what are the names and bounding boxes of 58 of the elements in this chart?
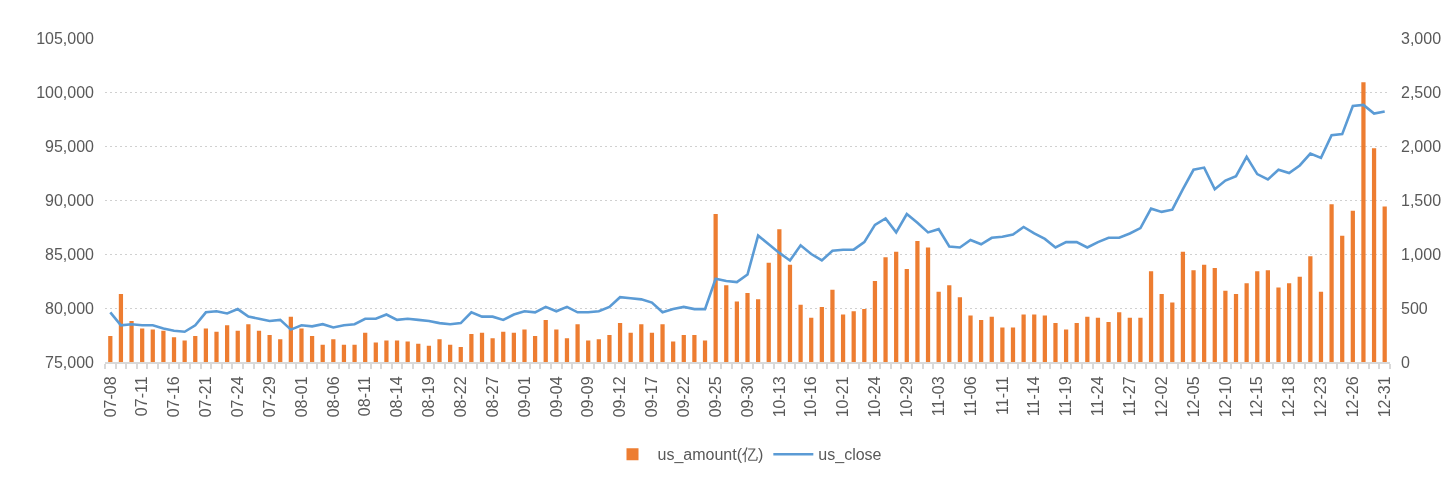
- x-tick-label: 10-24: [866, 376, 884, 418]
- x-tick-label: 11-24: [1089, 376, 1107, 417]
- x-tick-label: 12-15: [1248, 376, 1266, 418]
- x-tick-label: 11-11: [993, 376, 1011, 415]
- y2-tick-label: 2,500: [1401, 83, 1442, 101]
- y-tick-label: 75,000: [45, 353, 95, 371]
- x-tick-label: 12-26: [1344, 376, 1362, 418]
- legend-label: us_close: [818, 446, 882, 465]
- y2-tick-label: 0: [1401, 353, 1410, 371]
- x-tick-label: 08-06: [324, 376, 342, 418]
- x-tick-label: 11-06: [961, 376, 979, 417]
- x-tick-label: 09-09: [579, 376, 597, 418]
- x-tick-label: 12-23: [1312, 376, 1330, 418]
- x-tick-label: 07-11: [133, 376, 151, 417]
- y-tick-label: 90,000: [45, 191, 95, 209]
- x-tick-label: 10-29: [898, 376, 915, 418]
- x-tick-label: 08-01: [292, 376, 310, 418]
- x-tick-label: 08-14: [388, 376, 406, 418]
- y-tick-label: 80,000: [45, 299, 95, 317]
- x-tick-label: 09-12: [611, 376, 629, 418]
- y-tick-label: 85,000: [45, 245, 95, 263]
- x-tick-label: 12-10: [1216, 376, 1234, 418]
- x-tick-label: 11-27: [1121, 376, 1139, 417]
- x-tick-label: 09-04: [547, 376, 565, 418]
- x-tick-label: 08-11: [356, 376, 374, 417]
- x-tick-label: 07-16: [165, 376, 183, 418]
- x-tick-label: 09-01: [515, 376, 533, 418]
- x-tick-label: 07-24: [228, 376, 246, 418]
- x-tick-label: 10-16: [802, 376, 820, 418]
- x-tick-label: 08-27: [483, 376, 501, 418]
- x-tick-label: 10-21: [834, 376, 852, 418]
- y-tick-label: 105,000: [36, 29, 95, 47]
- legend-label: us_amount(亿): [657, 446, 764, 465]
- x-tick-label: 11-03: [929, 376, 947, 417]
- x-tick-label: 08-22: [451, 376, 469, 418]
- x-tick-label: 08-19: [420, 376, 438, 418]
- x-tick-label: 10-13: [770, 376, 788, 418]
- x-tick-label: 12-02: [1152, 376, 1170, 418]
- y2-tick-label: 3,000: [1401, 29, 1442, 47]
- x-tick-label: 12-31: [1375, 376, 1393, 418]
- x-tick-label: 12-05: [1184, 376, 1202, 418]
- x-tick-label: 11-14: [1025, 376, 1043, 417]
- x-tick-label: 09-30: [738, 376, 756, 418]
- x-tick-label: 09-17: [643, 376, 661, 418]
- x-tick-label: 07-29: [260, 376, 278, 418]
- x-tick-label: 09-22: [674, 376, 692, 418]
- x-tick-label: 07-08: [101, 376, 119, 418]
- y2-tick-label: 2,000: [1401, 137, 1442, 155]
- x-tick-label: 12-18: [1280, 376, 1298, 418]
- x-tick-label: 11-19: [1057, 376, 1075, 417]
- y-tick-label: 95,000: [45, 137, 95, 155]
- line-series: [109, 103, 1386, 334]
- y2-tick-label: 1,500: [1401, 191, 1442, 209]
- y2-tick-label: 1,000: [1401, 245, 1442, 263]
- x-tick-label: 07-21: [197, 376, 215, 418]
- x-tick-label: 09-25: [706, 376, 724, 418]
- y-tick-label: 100,000: [36, 83, 95, 101]
- y2-tick-label: 500: [1401, 299, 1428, 317]
